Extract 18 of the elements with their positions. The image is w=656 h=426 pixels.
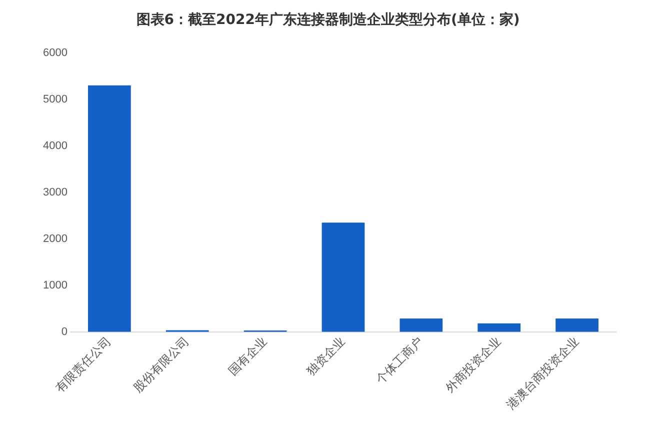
chart-title: 图表6：截至2022年广东连接器制造企业类型分布(单位：家) bbox=[136, 11, 520, 28]
bar bbox=[556, 318, 598, 332]
y-tick-label: 2000 bbox=[42, 232, 68, 245]
x-tick-label: 港澳台商投资企业 bbox=[504, 334, 582, 412]
y-tick-label: 6000 bbox=[42, 46, 68, 59]
x-tick-label: 外商投资企业 bbox=[442, 334, 504, 396]
x-tick-label: 股份有限公司 bbox=[130, 334, 192, 396]
bar bbox=[88, 85, 131, 332]
bar bbox=[478, 323, 521, 332]
y-tick-label: 1000 bbox=[42, 279, 68, 292]
y-tick-label: 4000 bbox=[42, 140, 68, 152]
bar bbox=[400, 318, 443, 332]
y-tick-label: 5000 bbox=[42, 93, 68, 106]
x-tick-label: 独资企业 bbox=[304, 334, 348, 378]
bar bbox=[322, 222, 365, 332]
y-tick-label: 3000 bbox=[42, 186, 68, 198]
x-tick-label: 国有企业 bbox=[226, 334, 270, 378]
x-tick-label: 个体工商户 bbox=[373, 334, 426, 387]
